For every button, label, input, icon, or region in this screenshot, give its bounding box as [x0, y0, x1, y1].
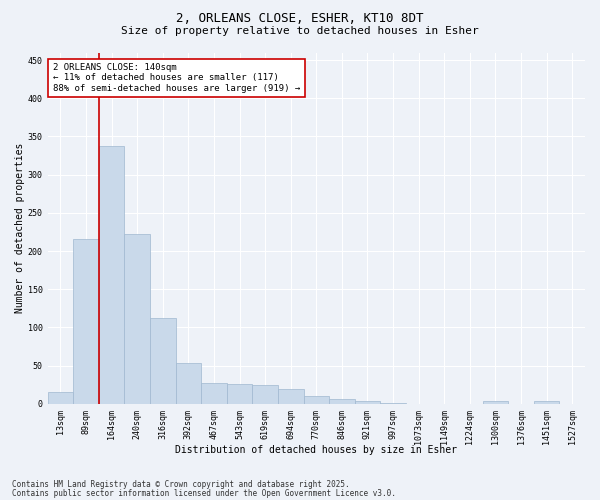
Bar	[201, 383, 227, 404]
Bar	[227, 384, 253, 404]
Bar	[176, 362, 201, 404]
Bar	[380, 403, 406, 404]
Bar	[99, 146, 124, 404]
Bar	[150, 318, 176, 404]
X-axis label: Distribution of detached houses by size in Esher: Distribution of detached houses by size …	[175, 445, 457, 455]
Bar	[482, 402, 508, 404]
Bar	[124, 234, 150, 404]
Bar	[304, 396, 329, 404]
Bar	[278, 389, 304, 404]
Bar	[253, 384, 278, 404]
Bar	[534, 402, 559, 404]
Bar	[329, 399, 355, 404]
Text: Contains public sector information licensed under the Open Government Licence v3: Contains public sector information licen…	[12, 489, 396, 498]
Text: 2, ORLEANS CLOSE, ESHER, KT10 8DT: 2, ORLEANS CLOSE, ESHER, KT10 8DT	[176, 12, 424, 26]
Text: Size of property relative to detached houses in Esher: Size of property relative to detached ho…	[121, 26, 479, 36]
Bar	[47, 392, 73, 404]
Text: 2 ORLEANS CLOSE: 140sqm
← 11% of detached houses are smaller (117)
88% of semi-d: 2 ORLEANS CLOSE: 140sqm ← 11% of detache…	[53, 63, 300, 93]
Bar	[355, 400, 380, 404]
Text: Contains HM Land Registry data © Crown copyright and database right 2025.: Contains HM Land Registry data © Crown c…	[12, 480, 350, 489]
Bar	[73, 239, 99, 404]
Y-axis label: Number of detached properties: Number of detached properties	[15, 143, 25, 314]
